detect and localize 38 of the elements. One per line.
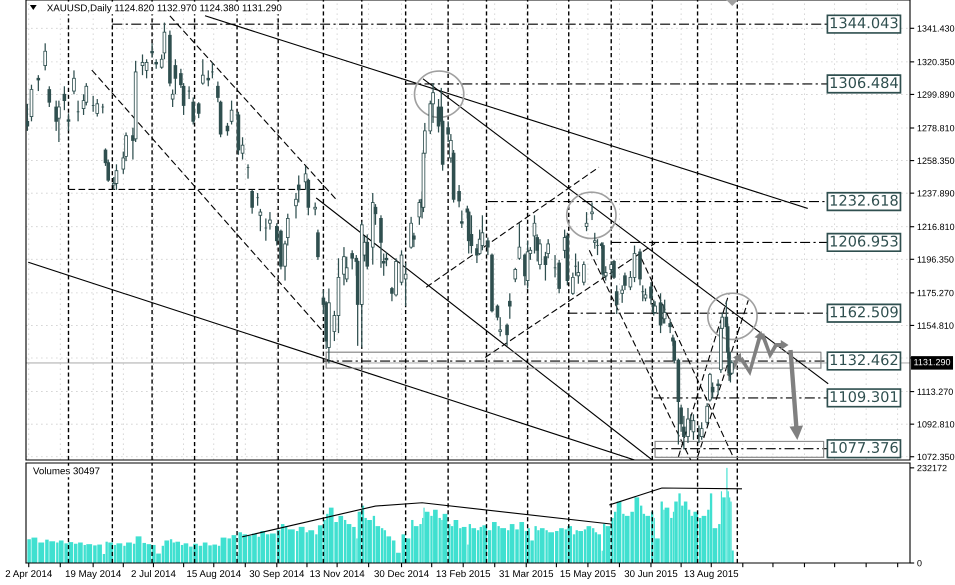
x-tick-label: 31 Mar 2015 bbox=[499, 570, 554, 578]
ref-line-label: 1131.290 bbox=[914, 358, 950, 366]
y-tick-label: 1113.270 bbox=[918, 388, 953, 395]
annotation: 1306.484 bbox=[830, 77, 898, 88]
annotation: 1232.618 bbox=[830, 194, 898, 206]
x-tick-label: 13 Feb 2015 bbox=[436, 570, 490, 578]
y-tick-label: 1258.350 bbox=[918, 158, 954, 164]
y-tick-label: 1278.810 bbox=[918, 124, 954, 132]
annotation: 1206.953 bbox=[830, 236, 898, 247]
y-tick-label: 0 bbox=[917, 560, 922, 566]
y-tick-label: 232172 bbox=[917, 464, 947, 472]
x-tick-label: 15 Aug 2014 bbox=[187, 570, 241, 580]
annotation: 1132.462 bbox=[830, 354, 898, 366]
y-tick-label: 1154.810 bbox=[918, 322, 954, 329]
y-tick-label: 1216.810 bbox=[918, 224, 954, 230]
annotation: 1109.301 bbox=[830, 391, 898, 402]
y-tick-label: 1175.270 bbox=[918, 290, 954, 296]
y-tick-label: 1072.350 bbox=[918, 454, 954, 460]
y-tick-label: 1237.890 bbox=[918, 190, 954, 197]
y-tick-label: 1196.350 bbox=[918, 256, 954, 263]
annotation: 1162.509 bbox=[830, 306, 898, 318]
y-tick-label: 1341.430 bbox=[918, 25, 954, 32]
x-tick-label: 2 Jul 2014 bbox=[132, 570, 176, 578]
x-tick-label: 13 Nov 2014 bbox=[310, 570, 364, 578]
chart-title: Volumes 30497 bbox=[32, 467, 100, 474]
y-tick-label: 1092.810 bbox=[918, 421, 954, 428]
x-tick-label: 2 Apr 2014 bbox=[6, 570, 52, 580]
x-tick-label: 19 May 2014 bbox=[66, 570, 121, 580]
y-tick-label: 1299.890 bbox=[918, 91, 954, 98]
x-tick-label: 13 Aug 2015 bbox=[684, 570, 738, 580]
y-tick-label: 1320.350 bbox=[918, 58, 954, 66]
x-tick-label: 30 Sep 2014 bbox=[250, 570, 304, 580]
x-tick-label: 30 Jun 2015 bbox=[624, 570, 678, 578]
annotation: 1344.043 bbox=[830, 17, 898, 28]
chart-title: XAUUSD,Daily 1124.820 1132.970 1124.380 1131.290 bbox=[47, 4, 282, 14]
annotation: 1077.376 bbox=[830, 442, 898, 453]
x-tick-label: 15 May 2015 bbox=[560, 570, 616, 580]
x-tick-label: 30 Dec 2014 bbox=[374, 570, 429, 578]
